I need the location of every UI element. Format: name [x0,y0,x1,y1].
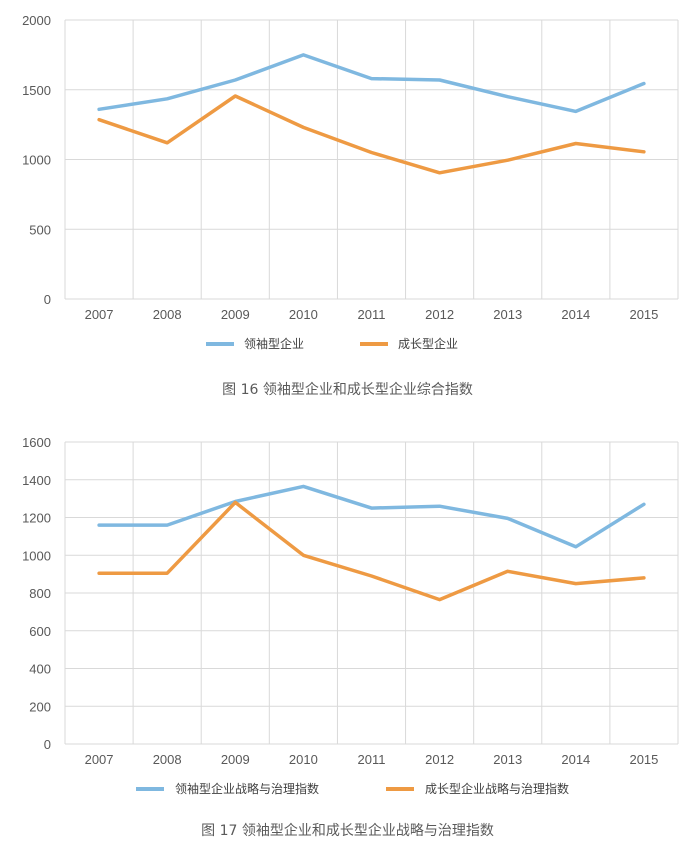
chart-17: 0 200 400 600 800 1000 1200 1400 1600 2007 2008 200… [22,435,679,796]
y-tick-label: 1600 [22,435,51,450]
series-line-2 [97,94,646,175]
x-tick-label: 2014 [561,307,590,322]
x-tick-label: 2009 [221,752,250,767]
x-tick-label: 2013 [493,752,522,767]
x-tick-label: 2015 [629,307,658,322]
x-tick-label: 2009 [221,307,250,322]
x-tick-label: 2008 [153,752,182,767]
chart-16: 0 500 1000 1500 2000 2007 2008 2009 2010 2011 2012… [22,13,679,351]
series-line-1 [97,484,646,549]
y-tick-label: 0 [44,737,51,752]
x-tick-label: 2012 [425,307,454,322]
y-tick-label: 2000 [22,13,51,28]
legend-label-2: 成长型企业战略与治理指数 [425,781,569,796]
legend-label-2: 成长型企业 [398,336,458,351]
y-tick-label: 1000 [22,153,51,168]
x-tick-label: 2007 [85,752,114,767]
y-tick-label: 200 [29,699,51,714]
x-tick-label: 2007 [85,307,114,322]
x-tick-label: 2011 [358,307,386,322]
y-tick-label: 1200 [22,511,51,526]
y-tick-label: 1000 [22,548,51,563]
y-tick-label: 400 [29,662,51,677]
series-line-2 [97,500,646,602]
x-tick-label: 2013 [493,307,522,322]
y-tick-label: 1500 [22,83,51,98]
x-tick-label: 2011 [358,752,386,767]
x-tick-label: 2010 [289,307,318,322]
y-tick-label: 1400 [22,473,51,488]
y-tick-label: 600 [29,624,51,639]
series-line-1 [97,53,646,114]
y-tick-label: 500 [29,222,51,237]
figure-16-caption: 图 16 领袖型企业和成长型企业综合指数 [222,382,473,398]
x-tick-label: 2012 [425,752,454,767]
legend-label-1: 领袖型企业战略与治理指数 [175,781,319,796]
legend-label-1: 领袖型企业 [244,336,304,351]
x-tick-label: 2014 [561,752,590,767]
x-tick-label: 2015 [629,752,658,767]
figure-17-caption: 图 17 领袖型企业和成长型企业战略与治理指数 [201,823,494,839]
y-tick-label: 800 [29,586,51,601]
x-tick-label: 2010 [289,752,318,767]
y-tick-label: 0 [44,292,51,307]
x-tick-label: 2008 [153,307,182,322]
